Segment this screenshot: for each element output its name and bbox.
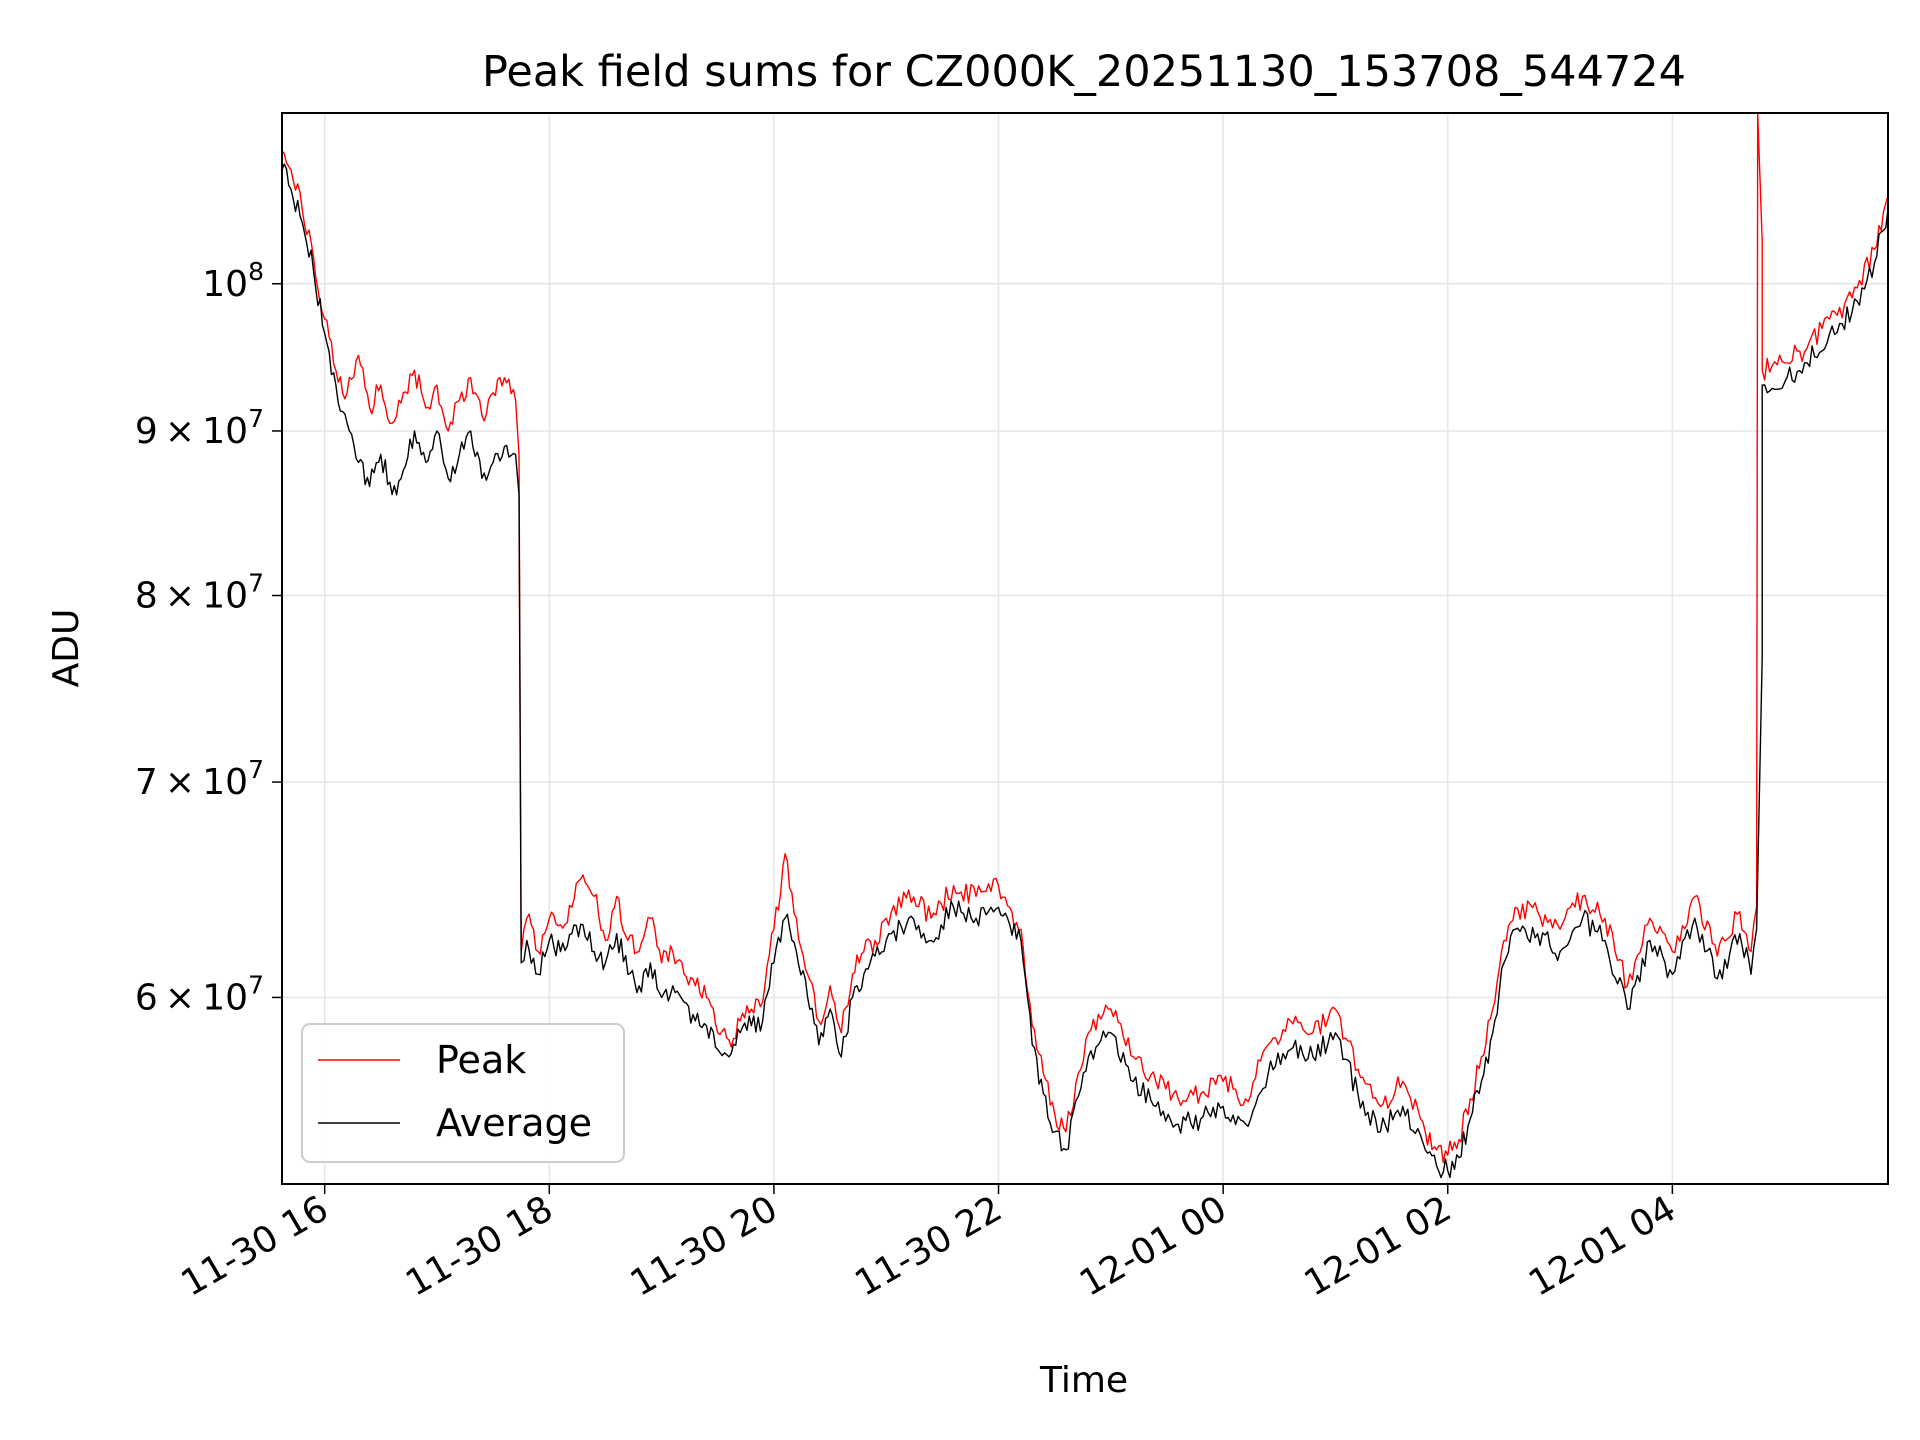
y-axis-label: ADU (46, 609, 87, 688)
legend: Peak Average (301, 1023, 625, 1163)
legend-label-peak: Peak (436, 1038, 526, 1082)
plot-lines (281, 112, 1889, 1179)
series-line-average (281, 163, 1889, 1179)
legend-box (301, 1023, 625, 1163)
legend-label-average: Average (436, 1101, 592, 1145)
y-tick-label: 9 × 107 (135, 404, 264, 452)
chart-title: Peak field sums for CZ000K_20251130_1537… (482, 47, 1686, 97)
y-tick-label: 8 × 107 (135, 569, 264, 617)
y-tick-label: 7 × 107 (135, 755, 264, 803)
plot-area-frame (281, 112, 1889, 1185)
grid (282, 113, 1888, 1184)
x-axis-label: Time (1039, 1360, 1128, 1401)
series-line-peak (281, 112, 1889, 1164)
y-tick-label: 6 × 107 (135, 970, 264, 1018)
